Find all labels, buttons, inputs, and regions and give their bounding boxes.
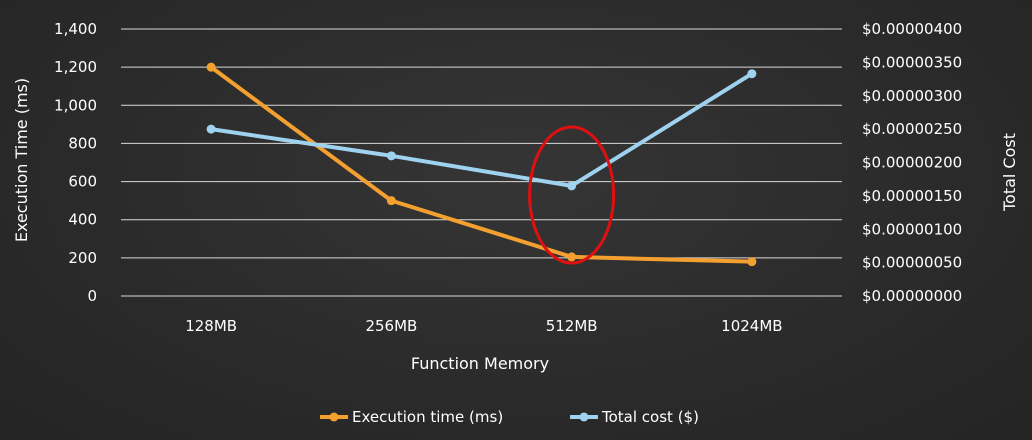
y-tick-label: 1,400 <box>54 20 97 38</box>
legend-item-1: Execution time (ms) <box>320 408 503 426</box>
legend-item-2: Total cost ($) <box>570 408 699 426</box>
highlight-ellipse <box>528 125 616 265</box>
y-tick-label: 800 <box>68 134 97 152</box>
y-tick-label: 0 <box>87 287 97 305</box>
series-line-2 <box>209 71 754 188</box>
y-axis-ticks: 0 200 400 600 800 1,000 1,200 1,400 <box>54 20 97 305</box>
series-point-1 <box>567 252 577 262</box>
y-tick-label: 200 <box>68 249 97 267</box>
legend-label: Execution time (ms) <box>352 408 503 426</box>
series-point-2 <box>567 181 577 191</box>
series-point-2 <box>206 124 216 134</box>
annotation-group <box>528 125 616 265</box>
y2-tick-label: $0.00000400 <box>862 20 962 38</box>
legend-swatch-marker <box>579 412 589 422</box>
series-line-1 <box>209 65 754 264</box>
y2-tick-label: $0.00000150 <box>862 187 962 205</box>
y-tick-label: 400 <box>68 211 97 229</box>
x-tick-label: 256MB <box>365 317 417 335</box>
gridlines <box>121 28 842 297</box>
y2-tick-label: $0.00000250 <box>862 120 962 138</box>
y-tick-label: 1,200 <box>54 58 97 76</box>
series-point-2 <box>747 69 757 79</box>
y2-tick-label: $0.00000300 <box>862 87 962 105</box>
legend-swatch-marker <box>329 412 339 422</box>
x-axis-title: Function Memory <box>411 354 549 373</box>
x-axis-ticks: 128MB 256MB 512MB 1024MB <box>185 317 782 335</box>
y2-tick-label: $0.00000200 <box>862 154 962 172</box>
y2-tick-label: $0.00000100 <box>862 220 962 238</box>
y-tick-label: 600 <box>68 173 97 191</box>
x-tick-label: 1024MB <box>721 317 782 335</box>
series-group <box>206 62 757 267</box>
y2-tick-label: $0.00000050 <box>862 254 962 272</box>
series-point-1 <box>386 196 396 206</box>
y-tick-label: 1,000 <box>54 96 97 114</box>
series-point-2 <box>386 151 396 161</box>
x-tick-label: 512MB <box>546 317 598 335</box>
y2-axis-title: Total Cost <box>1000 133 1019 212</box>
series-point-1 <box>206 62 216 72</box>
series-point-1 <box>747 257 757 267</box>
x-tick-label: 128MB <box>185 317 237 335</box>
y-axis-title: Execution Time (ms) <box>12 78 31 242</box>
y2-tick-label: $0.00000000 <box>862 287 962 305</box>
y2-tick-label: $0.00000350 <box>862 53 962 71</box>
legend: Execution time (ms) Total cost ($) <box>320 408 699 426</box>
y2-axis-ticks: $0.00000000 $0.00000050 $0.00000100 $0.0000… <box>862 20 962 305</box>
legend-label: Total cost ($) <box>601 408 699 426</box>
